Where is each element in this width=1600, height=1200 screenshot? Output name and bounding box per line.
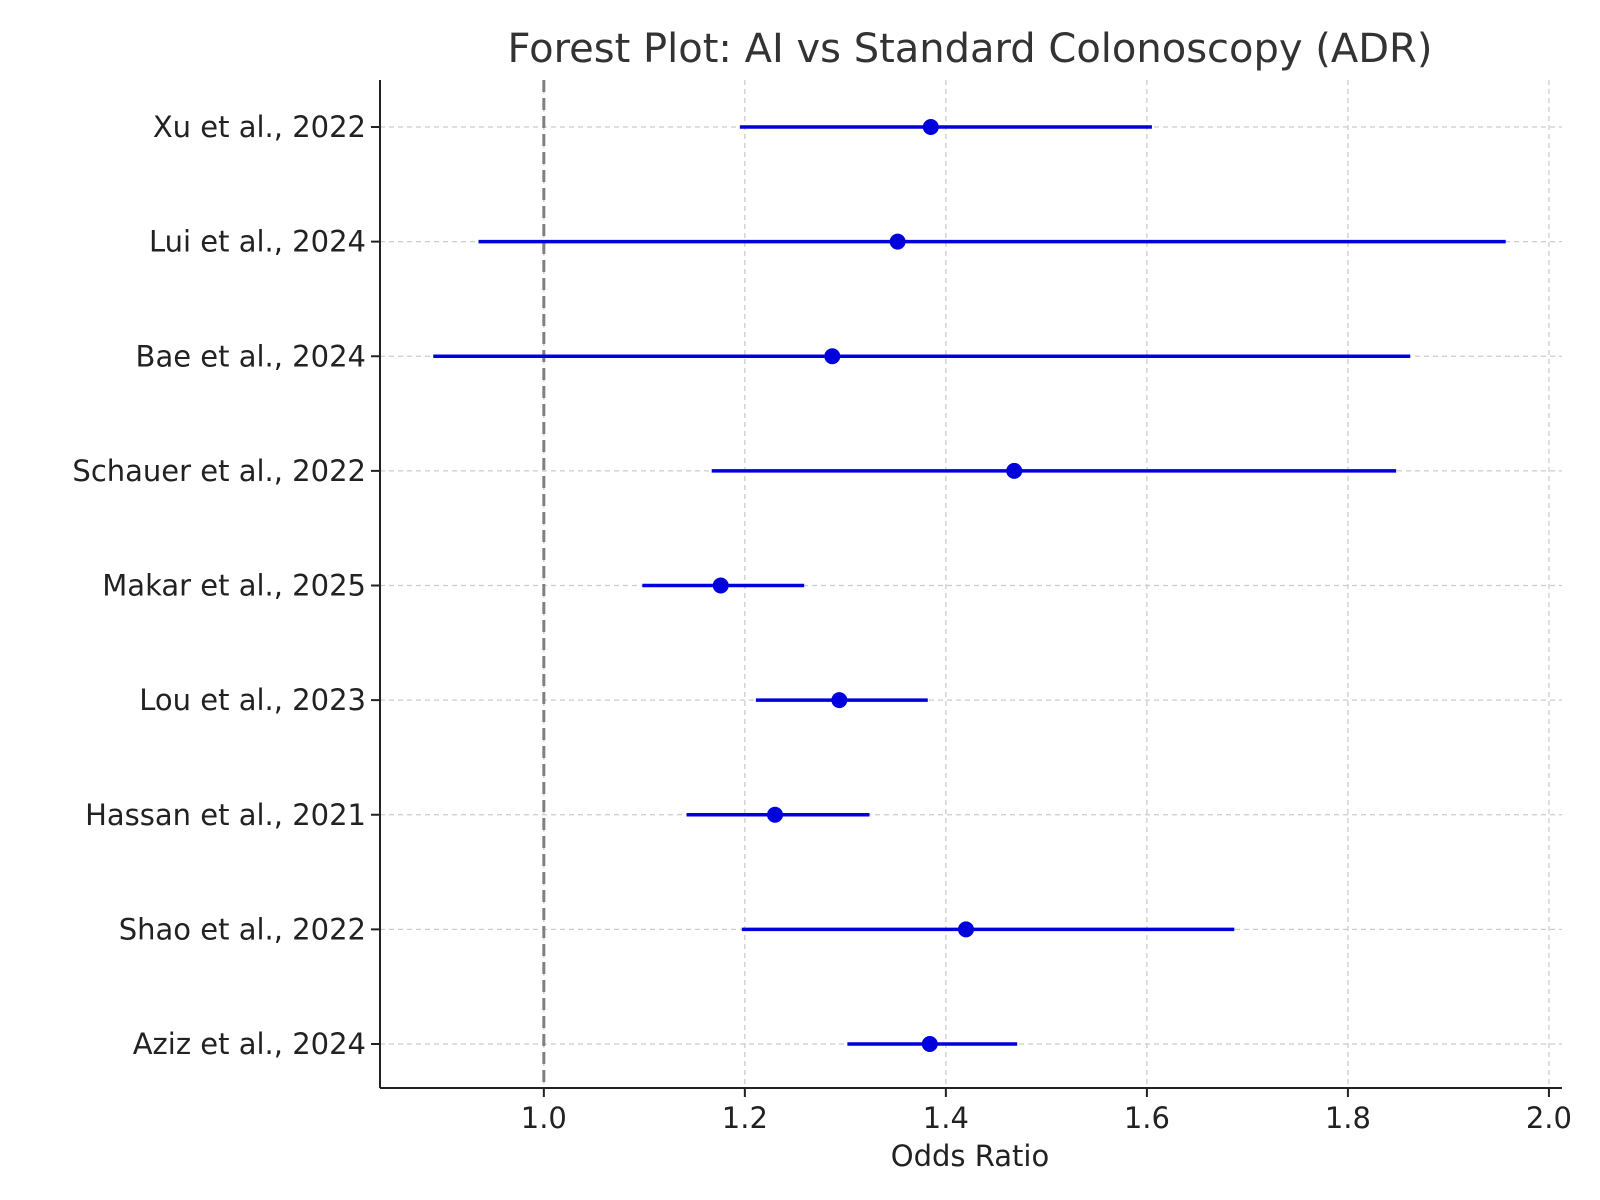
study-label: Lou et al., 2023 <box>139 683 366 717</box>
ticks-layer: 1.0 1.2 1.4 1.6 1.8 2.0 Xu et al., 2022 Lui et … <box>72 110 1572 1135</box>
study-label: Hassan et al., 2021 <box>85 798 366 832</box>
study-label: Schauer et al., 2022 <box>72 454 366 488</box>
odds-ratio-point <box>957 921 974 938</box>
chart-title: Forest Plot: AI vs Standard Colonoscopy … <box>508 26 1433 72</box>
study-label: Aziz et al., 2024 <box>133 1027 366 1061</box>
x-tick-label: 1.2 <box>722 1101 768 1135</box>
x-tick-label: 1.0 <box>521 1101 567 1135</box>
study-label: Lui et al., 2024 <box>149 225 366 259</box>
marks-layer <box>433 119 1506 1052</box>
odds-ratio-point <box>712 577 729 594</box>
odds-ratio-point <box>767 806 784 823</box>
odds-ratio-point <box>831 692 848 709</box>
odds-ratio-point <box>824 348 841 365</box>
study-label: Xu et al., 2022 <box>153 110 366 144</box>
x-axis-label: Odds Ratio <box>891 1139 1049 1173</box>
x-tick-label: 1.4 <box>923 1101 969 1135</box>
axes-layer <box>379 80 1562 1089</box>
study-label: Bae et al., 2024 <box>136 339 366 373</box>
odds-ratio-point <box>889 233 906 250</box>
grid-layer <box>380 80 1562 1088</box>
study-label: Makar et al., 2025 <box>102 569 366 603</box>
study-label: Shao et al., 2022 <box>119 912 366 946</box>
odds-ratio-point <box>1006 462 1023 479</box>
x-tick-label: 1.8 <box>1325 1101 1371 1135</box>
x-tick-label: 1.6 <box>1124 1101 1170 1135</box>
odds-ratio-point <box>922 119 939 135</box>
x-tick-label: 2.0 <box>1526 1101 1572 1135</box>
odds-ratio-point <box>921 1036 938 1052</box>
